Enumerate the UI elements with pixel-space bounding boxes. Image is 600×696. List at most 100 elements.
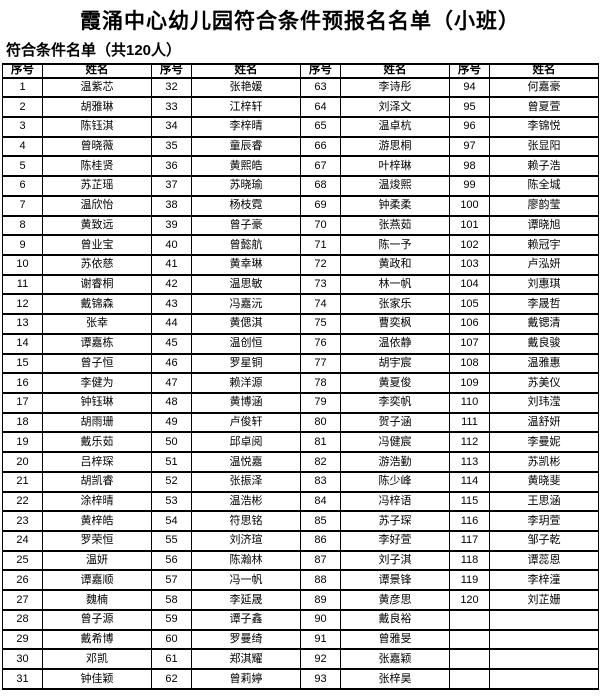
serial-cell: 46 xyxy=(151,352,192,375)
serial-cell: 92 xyxy=(300,648,341,671)
serial-cell: 25 xyxy=(2,549,43,572)
table-row: 5 陈桂贤 36 黄熙皓 67 叶梓琳 98 赖子浩 xyxy=(2,155,599,178)
serial-cell: 56 xyxy=(151,549,192,572)
serial-cell: 19 xyxy=(2,431,43,454)
name-cell: 苏凯彬 xyxy=(489,451,599,473)
serial-cell: 78 xyxy=(300,372,341,394)
serial-cell: 119 xyxy=(449,569,490,592)
name-cell: 戴良骏 xyxy=(489,332,599,355)
serial-cell: 90 xyxy=(300,608,341,631)
serial-cell: 14 xyxy=(2,332,43,355)
name-cell: 张燕茹 xyxy=(340,214,450,237)
name-cell: 苏子琛 xyxy=(340,510,450,533)
name-cell: 张艳媛 xyxy=(191,76,301,99)
table-row: 22 涂梓晴 53 温浩彬 84 冯梓语 115 王思涵 xyxy=(2,490,599,513)
table-row: 13 张幸 44 黄偲淇 75 曹奕枫 106 戴锶清 xyxy=(2,313,599,335)
name-cell: 黄夏俊 xyxy=(340,372,450,394)
section-heading: 符合条件名单（共120人） xyxy=(6,42,182,59)
name-cell: 杨枝霓 xyxy=(191,194,301,217)
serial-cell: 116 xyxy=(449,510,490,533)
name-cell: 陈少峰 xyxy=(340,470,450,493)
name-cell: 冯梓语 xyxy=(340,490,450,513)
serial-cell: 6 xyxy=(2,175,43,197)
serial-cell: 87 xyxy=(300,549,341,572)
table-row: 16 李健为 47 赖洋源 78 黄夏俊 109 苏美仪 xyxy=(2,372,599,394)
name-cell: 温依静 xyxy=(340,332,450,355)
name-cell: 曾子恒 xyxy=(42,352,152,375)
serial-cell: 70 xyxy=(300,214,341,237)
name-cell: 陈一予 xyxy=(340,234,450,256)
name-cell: 曾夏萱 xyxy=(489,96,599,118)
name-cell: 苏芷瑶 xyxy=(42,175,152,197)
table-row: 30 邓凯 61 郑淇耀 92 张嘉颖 xyxy=(2,648,599,671)
name-cell: 魏楠 xyxy=(42,589,152,611)
serial-cell: 26 xyxy=(2,569,43,592)
serial-cell: 118 xyxy=(449,549,490,572)
serial-cell: 29 xyxy=(2,628,43,651)
name-cell: 童辰睿 xyxy=(191,135,301,158)
name-cell: 黄偲淇 xyxy=(191,313,301,335)
name-cell: 曾晓薇 xyxy=(42,135,152,158)
name-cell: 温浩彬 xyxy=(191,490,301,513)
name-cell: 温欣怡 xyxy=(42,194,152,217)
serial-cell: 41 xyxy=(151,253,192,276)
name-cell: 胡凯睿 xyxy=(42,470,152,493)
serial-cell: 22 xyxy=(2,490,43,513)
name-cell xyxy=(489,668,599,690)
serial-cell: 1 xyxy=(2,76,43,99)
serial-cell: 73 xyxy=(300,273,341,296)
name-cell: 黄晓斐 xyxy=(489,470,599,493)
name-cell: 戴乐茹 xyxy=(42,431,152,454)
name-cell: 戴锶清 xyxy=(489,313,599,335)
name-cell: 李曼妮 xyxy=(489,431,599,454)
serial-cell: 93 xyxy=(300,668,341,690)
serial-cell: 81 xyxy=(300,431,341,454)
name-cell: 李梓潼 xyxy=(489,569,599,592)
serial-cell: 67 xyxy=(300,155,341,178)
header-cell-name: 姓名 xyxy=(489,63,599,79)
name-cell: 温思敏 xyxy=(191,273,301,296)
serial-cell: 16 xyxy=(2,372,43,394)
name-cell: 谭景锋 xyxy=(340,569,450,592)
name-cell: 张显阳 xyxy=(489,135,599,158)
serial-cell: 36 xyxy=(151,155,192,178)
serial-cell: 110 xyxy=(449,392,490,414)
name-cell: 王思涵 xyxy=(489,490,599,513)
serial-cell: 109 xyxy=(449,372,490,394)
header-cell-name: 姓名 xyxy=(191,63,301,79)
table-row: 10 苏依慈 41 黄幸琳 72 黄政和 103 卢泓妍 xyxy=(2,253,599,276)
serial-cell: 39 xyxy=(151,214,192,237)
name-cell: 温舒妍 xyxy=(489,411,599,434)
name-cell: 贺子涵 xyxy=(340,411,450,434)
table-row: 2 胡雅琳 33 江梓轩 64 刘泽文 95 曾夏萱 xyxy=(2,96,599,118)
name-cell: 钟柔柔 xyxy=(340,194,450,217)
header-cell-name: 姓名 xyxy=(340,63,450,79)
name-cell: 温妍 xyxy=(42,549,152,572)
serial-cell: 62 xyxy=(151,668,192,690)
name-cell: 陈钰淇 xyxy=(42,115,152,138)
serial-cell: 91 xyxy=(300,628,341,651)
name-cell: 苏美仪 xyxy=(489,372,599,394)
name-cell: 卢俊轩 xyxy=(191,411,301,434)
name-cell: 刘惠琪 xyxy=(489,273,599,296)
serial-cell: 20 xyxy=(2,451,43,473)
serial-cell: 51 xyxy=(151,451,192,473)
table-row: 1 温紫芯 32 张艳媛 63 李诗彤 94 何嘉豪 xyxy=(2,76,599,99)
name-cell: 苏晓瑜 xyxy=(191,175,301,197)
name-cell: 涂梓晴 xyxy=(42,490,152,513)
name-cell: 温雅惠 xyxy=(489,352,599,375)
serial-cell: 4 xyxy=(2,135,43,158)
name-cell: 林一帆 xyxy=(340,273,450,296)
serial-cell: 104 xyxy=(449,273,490,296)
name-cell: 吕梓琛 xyxy=(42,451,152,473)
serial-cell: 9 xyxy=(2,234,43,256)
serial-cell xyxy=(449,648,490,671)
serial-cell: 37 xyxy=(151,175,192,197)
serial-cell: 117 xyxy=(449,530,490,552)
name-cell: 温悦嘉 xyxy=(191,451,301,473)
name-cell: 李晟哲 xyxy=(489,293,599,316)
table-row: 28 曾子源 59 谭子鑫 90 戴良裕 xyxy=(2,608,599,631)
name-cell: 刘玮滢 xyxy=(489,392,599,414)
header-cell-serial: 序号 xyxy=(449,63,490,79)
name-cell: 黄彦思 xyxy=(340,589,450,611)
